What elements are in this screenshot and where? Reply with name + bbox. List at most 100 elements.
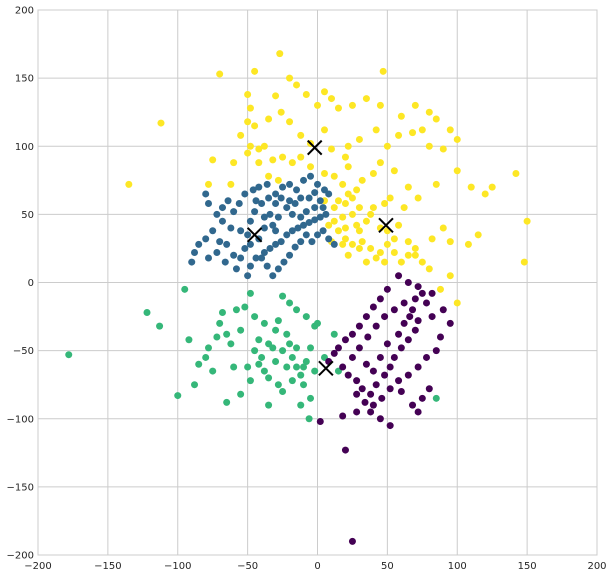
cluster-2-point bbox=[307, 344, 315, 352]
cluster-2-point bbox=[283, 330, 291, 338]
cluster-3-point bbox=[395, 272, 403, 280]
cluster-0-point bbox=[353, 221, 361, 229]
centroid-marker bbox=[246, 227, 263, 243]
cluster-2-point bbox=[265, 374, 273, 382]
cluster-0-point bbox=[260, 142, 268, 150]
cluster-1-point bbox=[235, 199, 243, 207]
cluster-1-point bbox=[300, 176, 308, 184]
cluster-3-point bbox=[418, 289, 426, 297]
cluster-3-point bbox=[367, 390, 375, 398]
cluster-2-point bbox=[213, 333, 221, 341]
cluster-0-point bbox=[334, 104, 342, 112]
cluster-0-point bbox=[425, 108, 433, 116]
cluster-1-point bbox=[314, 231, 321, 239]
cluster-1-point bbox=[297, 238, 305, 246]
cluster-0-point bbox=[369, 204, 377, 212]
cluster-3-point bbox=[383, 340, 391, 348]
cluster-2-point bbox=[314, 319, 321, 327]
cluster-3-point bbox=[439, 306, 447, 314]
cluster-1-point bbox=[265, 194, 273, 202]
cluster-1-point bbox=[266, 210, 274, 218]
cluster-1-point bbox=[218, 217, 226, 225]
x-tick-label: 0 bbox=[314, 561, 320, 572]
cluster-2-point bbox=[230, 363, 238, 371]
cluster-3-point bbox=[386, 363, 394, 371]
cluster-3-point bbox=[378, 394, 386, 402]
cluster-0-point bbox=[255, 145, 263, 153]
cluster-0-point bbox=[488, 183, 496, 191]
centroid-marker bbox=[306, 139, 323, 156]
cluster-0-point bbox=[125, 180, 133, 188]
cluster-3-point bbox=[348, 353, 356, 361]
cluster-1-point bbox=[274, 213, 282, 221]
cluster-3-point bbox=[369, 401, 377, 409]
cluster-1-point bbox=[244, 272, 252, 280]
cluster-1-point bbox=[221, 258, 229, 266]
cluster-0-point bbox=[395, 221, 403, 229]
cluster-0-point bbox=[362, 217, 370, 225]
cluster-2-point bbox=[288, 377, 296, 385]
cluster-0-point bbox=[425, 142, 433, 150]
cluster-1-point bbox=[319, 204, 327, 212]
plot-frame bbox=[37, 9, 598, 556]
cluster-0-point bbox=[237, 131, 245, 139]
cluster-1-point bbox=[311, 216, 319, 224]
cluster-0-point bbox=[381, 199, 389, 207]
y-tick-label: 200 bbox=[15, 6, 34, 17]
cluster-1-point bbox=[286, 180, 294, 188]
cluster-3-point bbox=[404, 371, 412, 379]
cluster-1-point bbox=[202, 190, 210, 198]
cluster-1-point bbox=[241, 190, 249, 198]
cluster-0-point bbox=[376, 249, 384, 257]
cluster-0-point bbox=[307, 163, 315, 171]
cluster-1-point bbox=[283, 204, 291, 212]
cluster-1-point bbox=[316, 213, 324, 221]
cluster-2-point bbox=[241, 303, 249, 311]
cluster-0-point bbox=[404, 183, 412, 191]
cluster-1-point bbox=[223, 240, 231, 248]
cluster-3-point bbox=[369, 303, 377, 311]
cluster-0-point bbox=[344, 142, 352, 150]
cluster-0-point bbox=[277, 108, 285, 116]
cluster-1-point bbox=[227, 224, 235, 232]
cluster-3-point bbox=[339, 412, 347, 420]
cluster-2-point bbox=[216, 319, 224, 327]
cluster-0-point bbox=[334, 227, 342, 235]
cluster-1-point bbox=[218, 204, 226, 212]
cluster-1-point bbox=[213, 210, 221, 218]
cluster-3-point bbox=[367, 408, 375, 416]
cluster-3-point bbox=[418, 394, 426, 402]
cluster-0-point bbox=[246, 142, 254, 150]
cluster-1-point bbox=[316, 197, 324, 205]
cluster-0-point bbox=[341, 224, 349, 232]
cluster-1-point bbox=[288, 227, 296, 235]
cluster-1-point bbox=[266, 244, 274, 252]
cluster-0-point bbox=[341, 153, 349, 161]
cluster-1-point bbox=[252, 197, 260, 205]
cluster-1-point bbox=[300, 221, 308, 229]
cluster-2-point bbox=[204, 344, 212, 352]
cluster-1-point bbox=[272, 227, 280, 235]
cluster-2-point bbox=[232, 306, 240, 314]
cluster-2-point bbox=[305, 415, 313, 423]
cluster-3-point bbox=[432, 347, 440, 355]
cluster-0-point bbox=[418, 258, 426, 266]
cluster-1-point bbox=[293, 186, 301, 194]
cluster-1-point bbox=[277, 238, 285, 246]
cluster-3-point bbox=[355, 344, 363, 352]
cluster-2-point bbox=[279, 388, 287, 395]
cluster-0-point bbox=[428, 235, 436, 243]
cluster-1-point bbox=[286, 197, 294, 205]
cluster-2-point bbox=[265, 401, 273, 409]
cluster-1-point bbox=[305, 194, 313, 202]
cluster-0-point bbox=[355, 244, 363, 252]
cluster-0-point bbox=[395, 131, 403, 139]
cluster-0-point bbox=[227, 180, 235, 188]
cluster-1-point bbox=[255, 183, 263, 191]
cluster-3-point bbox=[353, 377, 361, 385]
cluster-2-point bbox=[330, 330, 338, 338]
cluster-0-point bbox=[320, 126, 328, 134]
cluster-3-point bbox=[428, 313, 436, 321]
cluster-0-point bbox=[362, 258, 370, 266]
x-tick-label: 150 bbox=[518, 561, 537, 572]
